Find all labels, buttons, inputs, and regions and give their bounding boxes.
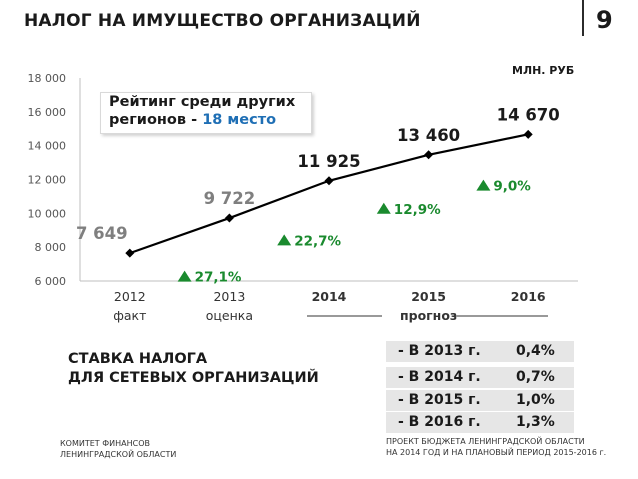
growth-label: 22,7% — [294, 233, 341, 249]
x-category-note: оценка — [206, 308, 253, 323]
tax-rate-title-line1: СТАВКА НАЛОГА — [68, 351, 208, 367]
y-tick-label: 14 000 — [28, 140, 67, 153]
page-title: НАЛОГ НА ИМУЩЕСТВО ОРГАНИЗАЦИЙ — [24, 11, 421, 31]
footer-right: ПРОЕКТ БЮДЖЕТА ЛЕНИНГРАДСКОЙ ОБЛАСТИ НА … — [386, 436, 606, 458]
rate-value: 1,0% — [516, 392, 555, 408]
page-number: 9 — [596, 6, 613, 34]
rating-callout-highlight: 18 место — [202, 112, 277, 128]
growth-label: 27,1% — [195, 270, 242, 286]
data-label: 13 460 — [397, 126, 460, 145]
data-point — [523, 129, 533, 139]
tax-rate-title-line2: ДЛЯ СЕТЕВЫХ ОРГАНИЗАЦИЙ — [68, 370, 319, 386]
rate-value: 0,4% — [516, 343, 555, 359]
footer-left: КОМИТЕТ ФИНАНСОВ ЛЕНИНГРАДСКОЙ ОБЛАСТИ — [60, 438, 176, 460]
data-label: 11 925 — [297, 152, 360, 171]
rate-year: - В 2016 г. — [398, 414, 481, 430]
data-label: 14 670 — [497, 105, 560, 124]
y-tick-label: 6 000 — [35, 275, 67, 288]
x-tick-label: 2015 — [411, 289, 446, 304]
header-divider — [582, 0, 584, 36]
rate-year: - В 2013 г. — [398, 343, 481, 359]
x-category-note: факт — [113, 308, 146, 323]
x-category-note: прогноз — [400, 308, 457, 323]
footer-right-line2: НА 2014 ГОД И НА ПЛАНОВЫЙ ПЕРИОД 2015-20… — [386, 448, 607, 457]
rating-callout-prefix: регионов - — [109, 112, 203, 128]
rating-callout-line2: регионов - 18 место — [101, 111, 311, 129]
growth-label: 9,0% — [493, 179, 531, 195]
rate-year: - В 2014 г. — [398, 369, 481, 385]
y-tick-label: 18 000 — [28, 72, 67, 85]
rate-row-2015: - В 2015 г. 1,0% — [386, 390, 574, 411]
y-tick-label: 10 000 — [28, 207, 67, 220]
data-point — [324, 176, 334, 186]
x-tick-label: 2013 — [213, 289, 245, 304]
data-point — [224, 213, 234, 223]
rate-row-2016: - В 2016 г. 1,3% — [386, 412, 574, 433]
data-point — [125, 248, 135, 258]
rate-row-2014: - В 2014 г. 0,7% — [386, 367, 574, 388]
unit-label: МЛН. РУБ — [512, 64, 575, 77]
growth-up-icon — [277, 234, 292, 246]
rate-year: - В 2015 г. — [398, 392, 481, 408]
data-label: 9 722 — [204, 189, 256, 208]
footer-right-line1: ПРОЕКТ БЮДЖЕТА ЛЕНИНГРАДСКОЙ ОБЛАСТИ — [386, 437, 585, 446]
growth-up-icon — [476, 179, 491, 191]
growth-up-icon — [177, 270, 192, 282]
rating-callout: Рейтинг среди других регионов - 18 место — [100, 92, 312, 134]
footer-left-line1: КОМИТЕТ ФИНАНСОВ — [60, 439, 150, 448]
data-label: 7 649 — [76, 224, 128, 243]
footer-left-line2: ЛЕНИНГРАДСКОЙ ОБЛАСТИ — [60, 450, 177, 459]
x-tick-label: 2014 — [312, 289, 347, 304]
rate-value: 0,7% — [516, 369, 555, 385]
tax-rate-title: СТАВКА НАЛОГА ДЛЯ СЕТЕВЫХ ОРГАНИЗАЦИЙ — [68, 350, 319, 388]
y-tick-label: 16 000 — [28, 106, 67, 119]
rate-value: 1,3% — [516, 414, 555, 430]
x-tick-label: 2016 — [511, 289, 546, 304]
y-tick-label: 8 000 — [35, 241, 67, 254]
growth-up-icon — [376, 202, 391, 214]
x-tick-label: 2012 — [114, 289, 146, 304]
rating-callout-line1: Рейтинг среди других — [109, 94, 296, 110]
data-point — [424, 150, 434, 160]
growth-label: 12,9% — [394, 202, 441, 218]
y-tick-label: 12 000 — [28, 174, 67, 187]
rate-row-2013: - В 2013 г. 0,4% — [386, 341, 574, 362]
